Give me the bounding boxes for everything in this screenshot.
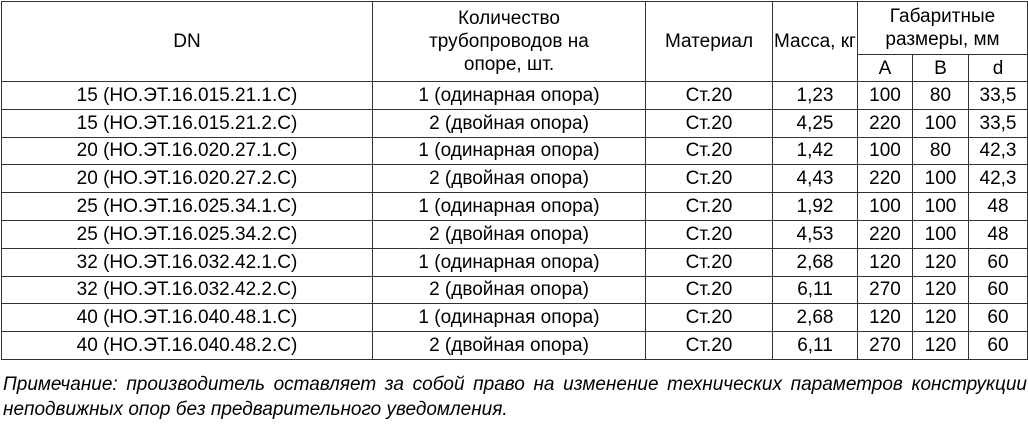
table-row: 40 (НО.ЭТ.16.040.48.1.С) 1 (одинарная опо… <box>1 303 1028 333</box>
cell-b: 120 <box>912 331 969 360</box>
cell-material: Ст.20 <box>645 164 773 194</box>
cell-mass: 2,68 <box>772 303 858 333</box>
cell-a: 220 <box>857 108 913 138</box>
cell-b: 100 <box>912 192 969 221</box>
cell-mass: 4,43 <box>772 164 858 194</box>
table-row: 15 (НО.ЭТ.16.015.21.1.С) 1 (одинарная опо… <box>1 81 1028 110</box>
cell-b: 120 <box>912 303 969 333</box>
cell-d: 60 <box>968 275 1028 305</box>
header-material: Материал <box>645 1 773 82</box>
header-dn: DN <box>1 1 373 82</box>
cell-dn: 20 (НО.ЭТ.16.020.27.2.С) <box>1 164 373 194</box>
header-dimensions: Габаритные размеры, мм <box>857 1 1028 55</box>
cell-qty: 1 (одинарная опора) <box>372 81 646 110</box>
cell-b: 100 <box>912 219 969 249</box>
cell-dn: 40 (НО.ЭТ.16.040.48.1.С) <box>1 303 373 333</box>
cell-material: Ст.20 <box>645 108 773 138</box>
cell-d: 48 <box>968 192 1028 221</box>
cell-material: Ст.20 <box>645 275 773 305</box>
table-row: 40 (НО.ЭТ.16.040.48.2.С) 2 (двойная опора… <box>1 331 1028 360</box>
specs-table: DN Количество трубопроводов на опоре, шт… <box>1 1 1028 360</box>
table-row: 20 (НО.ЭТ.16.020.27.1.С) 1 (одинарная опо… <box>1 136 1028 166</box>
cell-d: 42,3 <box>968 136 1028 166</box>
cell-mass: 6,11 <box>772 275 858 305</box>
cell-d: 33,5 <box>968 108 1028 138</box>
table-row: 25 (НО.ЭТ.16.025.34.1.С) 1 (одинарная опо… <box>1 192 1028 221</box>
table-row: 20 (НО.ЭТ.16.020.27.2.С) 2 (двойная опора… <box>1 164 1028 194</box>
cell-b: 80 <box>912 81 969 110</box>
cell-dn: 25 (НО.ЭТ.16.025.34.1.С) <box>1 192 373 221</box>
cell-material: Ст.20 <box>645 331 773 360</box>
cell-d: 48 <box>968 219 1028 249</box>
cell-b: 120 <box>912 275 969 305</box>
header-quantity: Количество трубопроводов на опоре, шт. <box>372 1 646 82</box>
cell-material: Ст.20 <box>645 219 773 249</box>
table-row: 25 (НО.ЭТ.16.025.34.2.С) 2 (двойная опора… <box>1 219 1028 249</box>
header-dim-d: d <box>968 54 1028 82</box>
cell-material: Ст.20 <box>645 192 773 221</box>
cell-qty: 2 (двойная опора) <box>372 108 646 138</box>
cell-qty: 2 (двойная опора) <box>372 219 646 249</box>
header-dim-a: A <box>857 54 913 82</box>
cell-mass: 6,11 <box>772 331 858 360</box>
header-dim-b: B <box>912 54 969 82</box>
cell-b: 100 <box>912 108 969 138</box>
cell-qty: 2 (двойная опора) <box>372 331 646 360</box>
cell-b: 120 <box>912 247 969 277</box>
cell-a: 270 <box>857 275 913 305</box>
cell-mass: 4,25 <box>772 108 858 138</box>
cell-mass: 4,53 <box>772 219 858 249</box>
cell-d: 42,3 <box>968 164 1028 194</box>
cell-b: 80 <box>912 136 969 166</box>
cell-qty: 2 (двойная опора) <box>372 164 646 194</box>
cell-a: 120 <box>857 303 913 333</box>
cell-qty: 1 (одинарная опора) <box>372 136 646 166</box>
cell-material: Ст.20 <box>645 81 773 110</box>
cell-a: 100 <box>857 192 913 221</box>
cell-material: Ст.20 <box>645 303 773 333</box>
cell-d: 60 <box>968 247 1028 277</box>
cell-mass: 1,92 <box>772 192 858 221</box>
cell-mass: 2,68 <box>772 247 858 277</box>
cell-material: Ст.20 <box>645 136 773 166</box>
cell-qty: 1 (одинарная опора) <box>372 192 646 221</box>
cell-qty: 2 (двойная опора) <box>372 275 646 305</box>
cell-d: 60 <box>968 303 1028 333</box>
cell-dn: 15 (НО.ЭТ.16.015.21.1.С) <box>1 81 373 110</box>
table-row: 32 (НО.ЭТ.16.032.42.1.С) 1 (одинарная опо… <box>1 247 1028 277</box>
cell-dn: 32 (НО.ЭТ.16.032.42.2.С) <box>1 275 373 305</box>
cell-d: 33,5 <box>968 81 1028 110</box>
cell-dn: 15 (НО.ЭТ.16.015.21.2.С) <box>1 108 373 138</box>
cell-d: 60 <box>968 331 1028 360</box>
header-mass: Масса, кг <box>772 1 858 82</box>
cell-material: Ст.20 <box>645 247 773 277</box>
cell-qty: 1 (одинарная опора) <box>372 303 646 333</box>
cell-a: 270 <box>857 331 913 360</box>
table-row: 32 (НО.ЭТ.16.032.42.2.С) 2 (двойная опора… <box>1 275 1028 305</box>
cell-dn: 25 (НО.ЭТ.16.025.34.2.С) <box>1 219 373 249</box>
cell-mass: 1,42 <box>772 136 858 166</box>
cell-qty: 1 (одинарная опора) <box>372 247 646 277</box>
cell-a: 100 <box>857 81 913 110</box>
cell-a: 220 <box>857 219 913 249</box>
cell-a: 100 <box>857 136 913 166</box>
cell-a: 220 <box>857 164 913 194</box>
table-row: 15 (НО.ЭТ.16.015.21.2.С) 2 (двойная опора… <box>1 108 1028 138</box>
cell-b: 100 <box>912 164 969 194</box>
cell-dn: 20 (НО.ЭТ.16.020.27.1.С) <box>1 136 373 166</box>
cell-mass: 1,23 <box>772 81 858 110</box>
footnote: Примечание: производитель оставляет за с… <box>3 374 1027 420</box>
cell-dn: 40 (НО.ЭТ.16.040.48.2.С) <box>1 331 373 360</box>
cell-a: 120 <box>857 247 913 277</box>
cell-dn: 32 (НО.ЭТ.16.032.42.1.С) <box>1 247 373 277</box>
